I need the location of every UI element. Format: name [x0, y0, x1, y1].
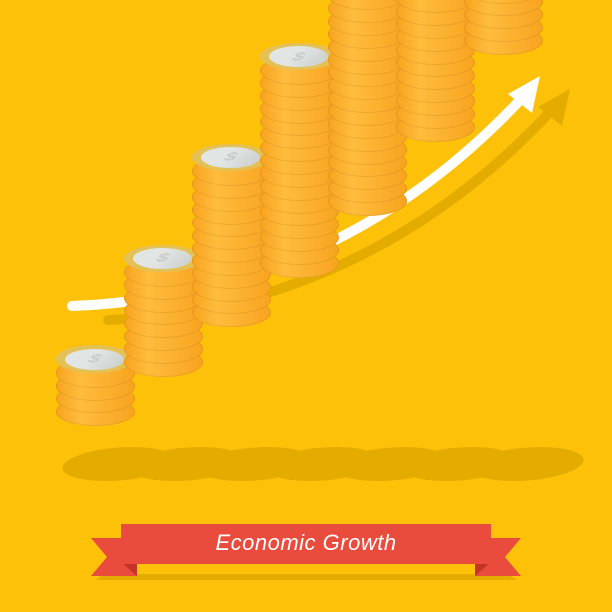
arrow-main-head [508, 76, 540, 113]
coin-top: $ [124, 245, 201, 273]
dollar-icon: $ [84, 353, 104, 365]
dollar-icon: $ [288, 51, 308, 63]
coin-face: $ [65, 349, 124, 370]
coin-face: $ [133, 248, 192, 269]
coin-face: $ [269, 46, 328, 67]
coin-top: $ [260, 43, 337, 71]
ribbon-label: Economic Growth [215, 530, 396, 556]
infographic-canvas: $$$$$$$ Economic Growth [0, 0, 612, 612]
dollar-icon: $ [220, 151, 240, 163]
coin-top: $ [56, 345, 133, 373]
coin-face: $ [201, 147, 260, 168]
coin-top: $ [192, 144, 269, 172]
arrow-shadow-head [538, 89, 570, 126]
title-ribbon: Economic Growth [91, 522, 521, 580]
dollar-icon: $ [152, 252, 172, 264]
ribbon-shadow [95, 574, 517, 580]
